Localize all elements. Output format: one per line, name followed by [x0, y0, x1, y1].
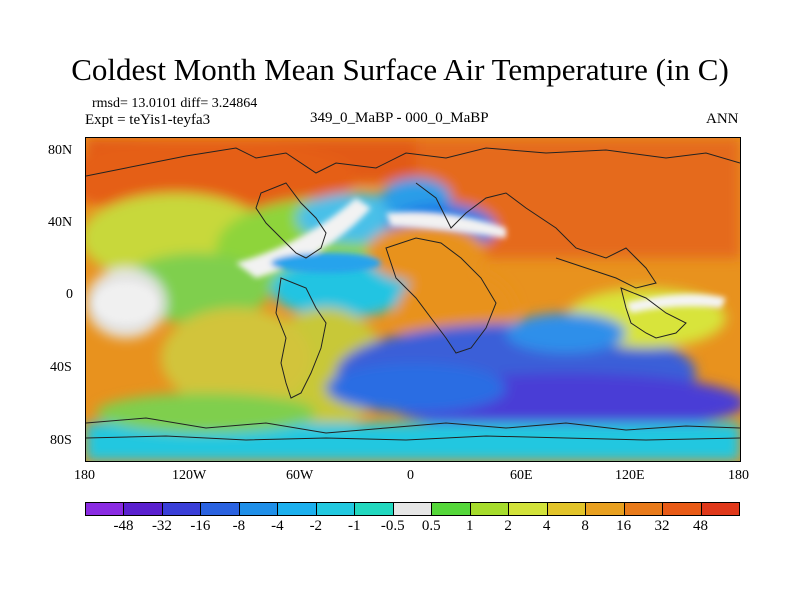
colorbar-swatch	[315, 502, 356, 516]
x-tick-180w: 180	[74, 468, 95, 483]
colorbar-swatch	[623, 502, 664, 516]
colorbar-label: 32	[654, 518, 670, 534]
colorbar-swatch	[392, 502, 433, 516]
colorbar-swatch	[700, 502, 740, 516]
colorbar-swatch	[585, 502, 625, 516]
colorbar-label: 2	[504, 518, 512, 534]
stats-text: rmsd= 13.0101 diff= 3.24864	[92, 96, 258, 111]
experiment-label: Expt = teYis1-teyfa3	[85, 112, 211, 128]
season-label: ANN	[706, 111, 739, 127]
colorbar-swatch	[200, 502, 240, 516]
colorbar-swatch	[546, 502, 587, 516]
sea-ice-patches	[96, 198, 726, 323]
colorbar-swatch	[161, 502, 202, 516]
colorbar-swatch	[469, 502, 510, 516]
y-tick-80s: 80S	[50, 433, 72, 448]
y-tick-0: 0	[66, 287, 73, 302]
colorbar-swatch	[85, 502, 125, 516]
temperature-map	[85, 137, 741, 462]
colorbar-label: 4	[542, 518, 551, 534]
colorbar-swatch	[277, 502, 317, 516]
map-svg	[86, 138, 740, 461]
y-tick-40n: 40N	[48, 215, 73, 230]
colorbar-label: 1	[465, 518, 474, 534]
colorbar-label: 48	[693, 518, 709, 534]
x-tick-60w: 60W	[286, 468, 314, 483]
colorbar-label: -1	[348, 518, 361, 534]
colorbar-label: -8	[232, 518, 246, 534]
colorbar-swatch	[662, 502, 702, 516]
colorbar-label: 16	[616, 518, 632, 534]
x-tick-120w: 120W	[172, 468, 207, 483]
colorbar-swatch	[123, 502, 163, 516]
colorbar-label: -16	[190, 518, 211, 534]
x-tick-180e: 180	[728, 468, 749, 483]
colorbar-swatch	[354, 502, 394, 516]
colorbar-swatch	[238, 502, 279, 516]
colorbar-label: -32	[151, 518, 172, 534]
colorbar-swatch	[508, 502, 548, 516]
colorbar	[85, 502, 740, 516]
colorbar-label: -48	[113, 518, 134, 534]
colorbar-label: -2	[309, 518, 323, 534]
x-tick-120e: 120E	[615, 468, 645, 483]
y-tick-80n: 80N	[48, 143, 73, 158]
y-tick-40s: 40S	[50, 360, 72, 375]
colorbar-swatch	[431, 502, 471, 516]
x-tick-60e: 60E	[510, 468, 533, 483]
period-label: 349_0_MaBP - 000_0_MaBP	[310, 110, 489, 126]
coastlines	[86, 147, 740, 441]
colorbar-label: 0.5	[421, 518, 441, 534]
colorbar-label: 8	[581, 518, 589, 534]
colorbar-label: -4	[271, 518, 284, 534]
x-tick-0: 0	[407, 468, 414, 483]
colorbar-label: -0.5	[380, 518, 405, 534]
page-title: Coldest Month Mean Surface Air Temperatu…	[71, 52, 729, 87]
